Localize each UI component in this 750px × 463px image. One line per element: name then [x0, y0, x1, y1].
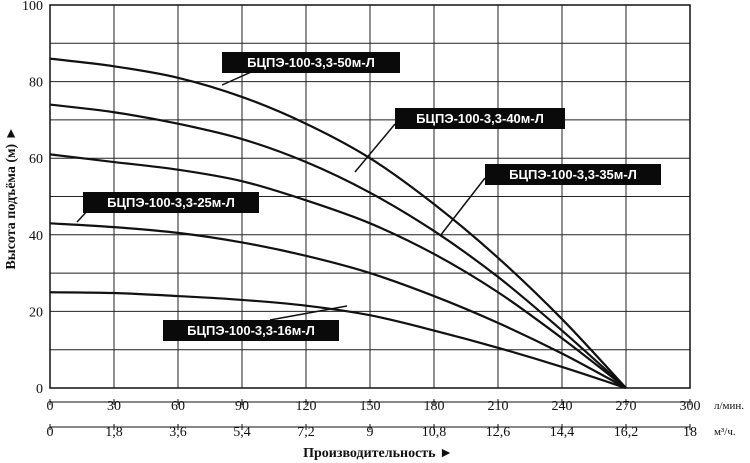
- series-line-2: [49, 103, 627, 389]
- series-label-box-3: [485, 164, 661, 185]
- plot-frame: [49, 4, 691, 389]
- series-line-3: [49, 153, 627, 389]
- x2-tick-label: 12,6: [486, 425, 511, 440]
- label-leader-2: [354, 123, 396, 173]
- series-label-box-1: [222, 52, 400, 73]
- x2-tick-label: 3,6: [169, 425, 187, 440]
- curves: [49, 57, 627, 390]
- x-tick-label: 30: [107, 399, 121, 414]
- x-unit-secondary: м³/ч.: [714, 426, 736, 438]
- series-labels: БЦПЭ-100-3,3-50м-Л БЦПЭ-100-3,3-40м-Л БЦПЭ…: [83, 52, 661, 341]
- x2-tick-label: 5,4: [233, 425, 251, 440]
- y-tick-label: 40: [29, 229, 43, 244]
- y-tick-label: 20: [29, 305, 43, 320]
- series-line-4: [49, 222, 627, 389]
- series-label-4: БЦПЭ-100-3,3-25м-Л: [107, 195, 235, 210]
- y-tick-label: 100: [22, 0, 43, 14]
- series-line-1: [49, 57, 627, 389]
- x2-tick-label: 10,8: [422, 425, 447, 440]
- label-leader-3: [439, 177, 486, 237]
- x2-tick-label: 0: [47, 425, 54, 440]
- x-axis-title: Производительность ►: [303, 446, 453, 461]
- x-tick-label: 180: [424, 399, 445, 414]
- x-axis-ticks: 0 30 60 90 120 150 180 210 240 270 300: [47, 399, 701, 414]
- x-tick-label: 240: [552, 399, 573, 414]
- x2-axis-ticks: 0 1,8 3,6 5,4 7,2 9 10,8 12,6 14,4 16,2 18: [47, 424, 697, 440]
- x-tick-label: 90: [235, 399, 249, 414]
- x2-tick-label: 1,8: [105, 425, 123, 440]
- x-tick-label: 270: [616, 399, 637, 414]
- x-tick-label: 150: [360, 399, 381, 414]
- x2-tick-label: 18: [683, 425, 697, 440]
- x-tick-label: 120: [296, 399, 317, 414]
- series-label-2: БЦПЭ-100-3,3-40м-Л: [416, 111, 544, 126]
- x2-tick-label: 14,4: [550, 425, 575, 440]
- x2-tick-label: 16,2: [614, 425, 639, 440]
- series-label-box-2: [395, 108, 565, 129]
- series-line-5: [49, 291, 627, 390]
- y-tick-label: 60: [29, 152, 43, 167]
- x-unit-primary: л/мин.: [714, 400, 744, 412]
- series-label-box-4: [83, 192, 259, 213]
- y-tick-label: 0: [36, 382, 43, 397]
- series-label-1: БЦПЭ-100-3,3-50м-Л: [247, 55, 375, 70]
- x-tick-label: 60: [171, 399, 185, 414]
- x2-tick-label: 7,2: [297, 425, 315, 440]
- y-tick-label: 80: [29, 76, 43, 91]
- x2-tick-label: 9: [367, 425, 374, 440]
- x-tick-label: 0: [47, 399, 54, 414]
- x-tick-label: 300: [680, 399, 701, 414]
- x-tick-label: 210: [488, 399, 509, 414]
- y-axis-ticks: 0 20 40 60 80 100: [22, 0, 43, 397]
- series-label-3: БЦПЭ-100-3,3-35м-Л: [509, 167, 637, 182]
- label-leaders: [76, 68, 486, 321]
- series-label-box-5: [163, 320, 339, 341]
- label-leader-5: [269, 305, 348, 321]
- y-axis-title: Высота подъёма (м) ►: [4, 126, 19, 269]
- series-label-5: БЦПЭ-100-3,3-16м-Л: [187, 323, 315, 338]
